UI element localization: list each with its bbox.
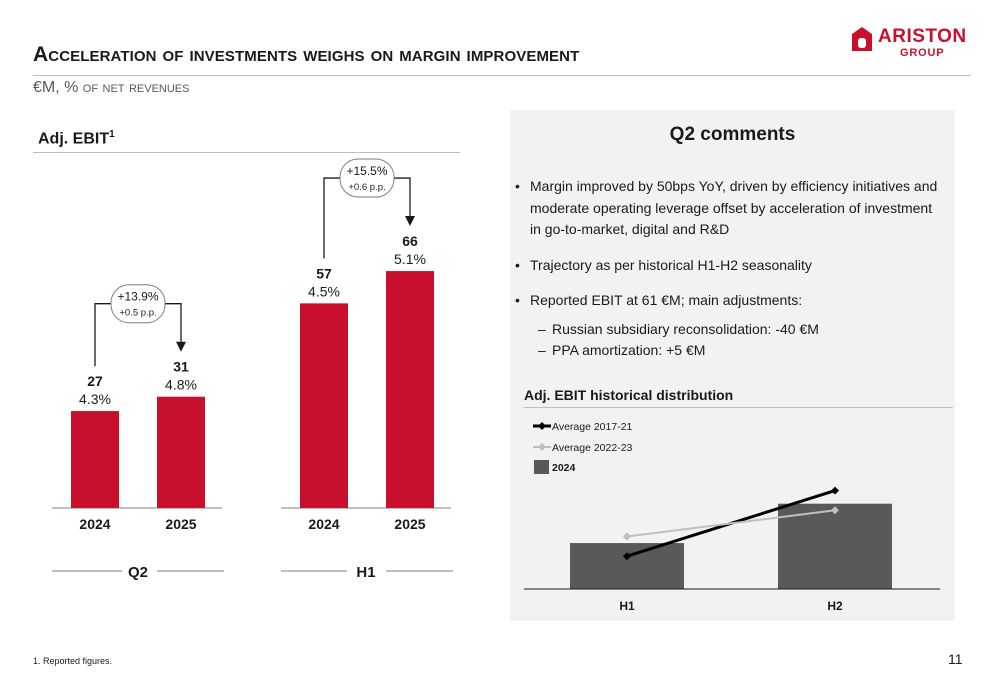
comment-item: • Trajectory as per historical H1-H2 sea…: [515, 255, 945, 277]
adj-ebit-title: Adj. EBIT: [38, 130, 110, 148]
bar-margin-label: 5.1%: [394, 251, 426, 267]
bar-margin-label: 4.5%: [308, 283, 340, 299]
legend-label: Average 2017-21: [552, 421, 633, 433]
x-tick-label: 2025: [394, 516, 425, 532]
page-subtitle: €M, % of net revenues: [33, 79, 190, 96]
bar-value-label: 31: [173, 359, 189, 375]
comment-item: • Margin improved by 50bps YoY, driven b…: [515, 176, 945, 241]
title-divider: [33, 75, 971, 76]
x-tick-label: 2024: [79, 516, 110, 532]
legend-label: 2024: [552, 462, 576, 474]
bar-margin-label: 4.3%: [79, 391, 111, 407]
bar-2024: [570, 543, 684, 589]
growth-pct-label: +15.5%: [346, 164, 387, 178]
x-tick-label: H1: [619, 599, 635, 613]
growth-badge: [339, 158, 395, 198]
footnote: 1. Reported figures.: [33, 656, 113, 666]
x-tick-label: H2: [827, 599, 843, 613]
q2-comments-panel: Q2 comments • Margin improved by 50bps Y…: [510, 110, 955, 621]
growth-arrowhead: [176, 341, 186, 352]
comment-text: Margin improved by 50bps YoY, driven by …: [530, 178, 938, 237]
comment-text: Reported EBIT at 61 €M; main adjustments…: [530, 292, 803, 308]
bar: [71, 411, 119, 508]
series-point: [831, 486, 839, 495]
bar-value-label: 27: [87, 373, 103, 389]
historical-distribution-divider: [524, 407, 953, 408]
adjustments-list: – Russian subsidiary reconsolidation: -4…: [530, 319, 945, 361]
bar-value-label: 57: [316, 265, 332, 281]
adjustment-text: Russian subsidiary reconsolidation: -40 …: [552, 320, 819, 337]
bar-2024: [778, 503, 892, 589]
growth-pp-label: +0.5 p.p.: [119, 308, 156, 319]
growth-badge: [110, 284, 166, 324]
bullet-icon: •: [515, 178, 520, 194]
series-line: [626, 509, 836, 538]
adj-ebit-header: Adj. EBIT1: [38, 129, 115, 148]
bar: [300, 303, 348, 508]
growth-arrowhead: [405, 216, 415, 227]
adjustment-item: – Russian subsidiary reconsolidation: -4…: [530, 319, 945, 340]
legend-label: Average 2022-23: [552, 442, 633, 454]
group-label: Q2: [128, 564, 148, 581]
comment-text: Trajectory as per historical H1-H2 seaso…: [530, 256, 812, 273]
legend-marker: [538, 443, 546, 451]
logo-group: GROUP: [900, 47, 945, 59]
group-label: H1: [356, 564, 375, 581]
legend-marker: [538, 422, 546, 430]
page-title: Acceleration of investments weighs on ma…: [33, 43, 580, 66]
dash-icon: –: [538, 341, 546, 358]
adjustment-item: – PPA amortization: +5 €M: [530, 340, 945, 361]
legend-bar-swatch: [534, 460, 549, 474]
growth-pp-label: +0.6 p.p.: [348, 182, 385, 193]
bar-margin-label: 4.8%: [165, 377, 197, 393]
ariston-logo-icon: [852, 27, 872, 51]
adj-ebit-divider: [33, 152, 460, 153]
growth-pct-label: +13.9%: [117, 290, 158, 304]
comment-item: • Reported EBIT at 61 €M; main adjustmen…: [515, 290, 945, 361]
x-tick-label: 2025: [165, 516, 196, 532]
historical-distribution-title: Adj. EBIT historical distribution: [524, 387, 734, 403]
comments-list: • Margin improved by 50bps YoY, driven b…: [515, 176, 945, 375]
bar: [157, 396, 205, 508]
page-number: 11: [948, 651, 963, 667]
x-tick-label: 2024: [308, 516, 339, 532]
adj-ebit-bar-chart: 27 4.3% 2024 31 4.8% 2025 +13.9% +0.5 p.p. Q2 57 4…: [52, 158, 453, 581]
q2-comments-title: Q2 comments: [669, 124, 796, 145]
adjustment-text: PPA amortization: +5 €M: [552, 341, 706, 358]
bar: [386, 271, 434, 508]
bullet-icon: •: [515, 256, 520, 273]
series-point: [831, 506, 839, 515]
bar-value-label: 66: [402, 233, 418, 249]
series-point: [623, 552, 631, 561]
logo-name: ARISTON: [878, 26, 967, 47]
series-point: [623, 532, 631, 541]
footnote-marker: 1: [109, 129, 115, 140]
historical-distribution-chart: H1 H2 Average 2017-21 Average 2022-23 2024: [524, 421, 940, 613]
bullet-icon: •: [515, 292, 520, 308]
dash-icon: –: [538, 320, 546, 337]
ariston-logo: ARISTON GROUP: [850, 22, 972, 62]
